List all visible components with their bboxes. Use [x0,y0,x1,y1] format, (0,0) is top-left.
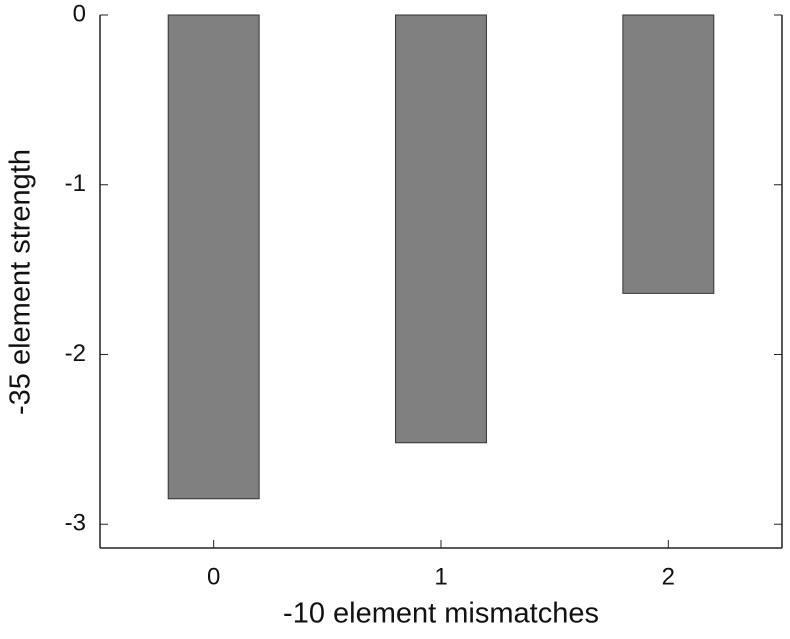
bar [395,14,487,444]
bar [167,14,260,500]
y-tick-label: 0 [73,0,86,27]
y-axis-label: -35 element strength [5,149,37,415]
bar [622,14,715,294]
y-tick-label: -2 [65,340,86,367]
x-tick-label: 1 [434,563,447,590]
x-axis-label: -10 element mismatches [283,598,599,630]
x-tick-label: 0 [207,563,220,590]
y-tick-label: -1 [65,170,86,197]
x-tick-label: 2 [662,563,675,590]
y-tick-label: -3 [65,510,86,537]
